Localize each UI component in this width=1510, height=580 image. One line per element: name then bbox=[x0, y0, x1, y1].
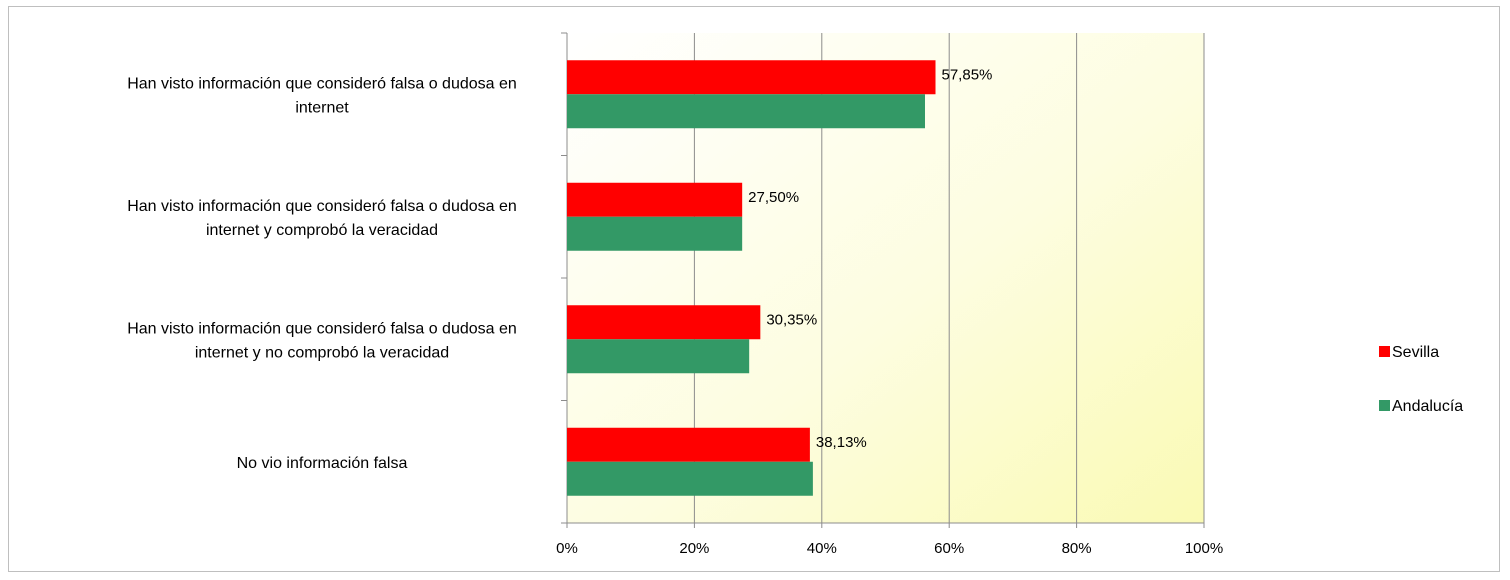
category-label: Han visto información que consideró fals… bbox=[127, 198, 517, 215]
legend-label: Sevilla bbox=[1392, 344, 1439, 361]
labels: 57,85% Han visto información que consider… bbox=[127, 66, 992, 472]
bar-andalucia bbox=[567, 94, 925, 129]
bar-sevilla bbox=[567, 182, 743, 217]
legend-label: Andalucía bbox=[1392, 398, 1463, 415]
legend: Sevilla Andalucía bbox=[1379, 344, 1463, 415]
category-label: No vio información falsa bbox=[237, 455, 408, 472]
legend-swatch bbox=[1379, 346, 1390, 357]
x-tick-label: 20% bbox=[679, 540, 709, 557]
axes: 0% 20% 40% 60% 80% 100% bbox=[556, 32, 1223, 557]
x-tick-label: 40% bbox=[807, 540, 837, 557]
x-tick-label: 0% bbox=[556, 540, 578, 557]
category-label: internet y comprobó la veracidad bbox=[206, 222, 438, 239]
bars bbox=[567, 60, 936, 496]
bar-andalucia bbox=[567, 339, 750, 374]
legend-swatch bbox=[1379, 400, 1390, 411]
bar-sevilla bbox=[567, 60, 936, 95]
bar-andalucia bbox=[567, 216, 743, 251]
category-label: Han visto información que consideró fals… bbox=[127, 75, 517, 92]
x-tick-label: 80% bbox=[1062, 540, 1092, 557]
bar-sevilla bbox=[567, 427, 810, 462]
category-label: Han visto información que consideró fals… bbox=[127, 320, 517, 337]
x-tick-label: 60% bbox=[934, 540, 964, 557]
bar-andalucia bbox=[567, 461, 813, 496]
x-tick-label: 100% bbox=[1185, 540, 1223, 557]
bar-sevilla bbox=[567, 305, 761, 340]
data-label: 38,13% bbox=[816, 434, 867, 451]
data-label: 27,50% bbox=[748, 189, 799, 206]
data-label: 30,35% bbox=[766, 311, 817, 328]
category-label: internet y no comprobó la veracidad bbox=[195, 344, 449, 361]
category-label: internet bbox=[295, 99, 349, 116]
data-label: 57,85% bbox=[942, 66, 993, 83]
